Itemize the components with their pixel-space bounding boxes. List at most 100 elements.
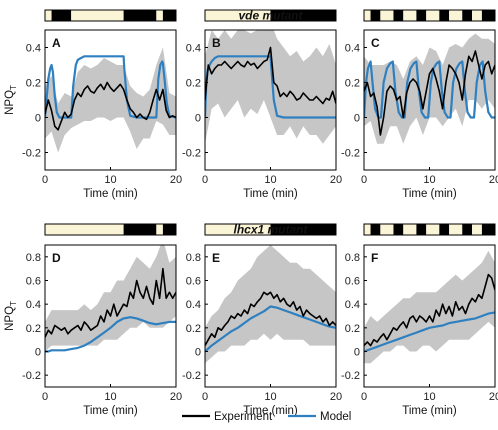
dark-period-C-7 bbox=[439, 10, 450, 21]
y-tick-label-E-4: 0.6 bbox=[186, 276, 201, 288]
y-tick-label-D-3: 0.4 bbox=[26, 299, 41, 311]
x-tick-label-D-2: 20 bbox=[170, 391, 182, 403]
experiment-line-C bbox=[364, 50, 495, 136]
y-tick-label-D-0: -0.2 bbox=[22, 370, 41, 382]
panel-label-C: C bbox=[371, 36, 380, 50]
light-period-F-10 bbox=[472, 224, 482, 235]
panel-label-D: D bbox=[52, 251, 61, 265]
y-tick-label-F-4: 0.6 bbox=[345, 276, 360, 288]
x-tick-label-C-1: 10 bbox=[423, 174, 435, 186]
y-tick-label-A-3: 0.4 bbox=[26, 43, 41, 55]
model-line-D bbox=[45, 316, 176, 353]
dark-period-C-11 bbox=[481, 10, 495, 21]
y-tick-label-C-2: 0.2 bbox=[345, 78, 360, 90]
x-tick-label-B-2: 20 bbox=[330, 174, 342, 186]
dark-period-C-5 bbox=[416, 10, 427, 21]
x-axis-label-A: Time (min) bbox=[83, 188, 138, 200]
experiment-line-E bbox=[205, 291, 336, 346]
panel-label-F: F bbox=[371, 251, 378, 265]
y-axis-label-D: NPQT bbox=[4, 301, 18, 331]
x-tick-label-F-1: 10 bbox=[423, 391, 435, 403]
light-period-A-0 bbox=[45, 10, 52, 21]
y-tick-label-E-1: 0 bbox=[195, 347, 201, 359]
light-period-F-2 bbox=[380, 224, 394, 235]
x-tick-label-D-0: 0 bbox=[42, 391, 48, 403]
light-period-F-6 bbox=[426, 224, 440, 235]
y-tick-label-B-0: -0.2 bbox=[182, 148, 201, 160]
light-period-A-2 bbox=[71, 10, 124, 21]
light-period-C-0 bbox=[364, 10, 371, 21]
y-tick-label-C-3: 0.4 bbox=[345, 43, 360, 55]
experiment-line-D bbox=[45, 267, 176, 338]
dark-period-F-7 bbox=[439, 224, 450, 235]
light-period-F-4 bbox=[403, 224, 417, 235]
row-title-B: vde mutant bbox=[238, 9, 303, 23]
light-regime-bar-E bbox=[204, 223, 337, 236]
y-tick-label-F-2: 0.2 bbox=[345, 323, 360, 335]
y-axis-label-A: NPQT bbox=[4, 85, 18, 115]
model-line-F bbox=[364, 311, 495, 353]
y-tick-label-B-1: 0 bbox=[195, 113, 201, 125]
dark-period-D-3 bbox=[162, 224, 176, 235]
model-line-C bbox=[364, 60, 495, 119]
light-regime-bar-D bbox=[44, 223, 177, 236]
light-period-C-8 bbox=[449, 10, 463, 21]
spread-band-E bbox=[205, 245, 336, 364]
y-tick-label-C-0: -0.2 bbox=[341, 148, 360, 160]
x-tick-label-E-2: 20 bbox=[330, 391, 342, 403]
light-regime-bar-F bbox=[363, 223, 496, 236]
y-tick-label-E-3: 0.4 bbox=[186, 299, 201, 311]
legend-experiment-label: Experiment bbox=[214, 411, 273, 423]
y-tick-label-A-0: -0.2 bbox=[22, 148, 41, 160]
dark-period-A-5 bbox=[162, 10, 176, 21]
y-tick-label-F-3: 0.4 bbox=[345, 299, 360, 311]
y-tick-label-F-0: -0.2 bbox=[341, 370, 360, 382]
dark-period-F-9 bbox=[462, 224, 473, 235]
light-period-D-0 bbox=[45, 224, 124, 235]
model-line-E bbox=[205, 305, 336, 353]
dark-period-A-3 bbox=[123, 10, 157, 21]
x-tick-label-C-2: 20 bbox=[489, 174, 498, 186]
x-tick-label-F-2: 20 bbox=[489, 391, 498, 403]
x-tick-label-B-0: 0 bbox=[202, 174, 208, 186]
light-period-E-0 bbox=[205, 224, 271, 235]
model-line-A bbox=[45, 55, 176, 119]
light-period-C-2 bbox=[380, 10, 394, 21]
x-axis-label-B: Time (min) bbox=[243, 188, 298, 200]
experiment-line-B bbox=[205, 46, 336, 105]
light-period-B-0 bbox=[205, 10, 271, 21]
y-tick-label-D-5: 0.8 bbox=[26, 252, 41, 264]
spread-band-B bbox=[205, 30, 336, 144]
y-tick-label-F-1: 0 bbox=[354, 347, 360, 359]
light-period-D-2 bbox=[156, 224, 163, 235]
x-tick-label-B-1: 10 bbox=[264, 174, 276, 186]
x-tick-label-C-0: 0 bbox=[361, 174, 367, 186]
spread-band-F bbox=[364, 250, 495, 364]
dark-period-E-1 bbox=[270, 224, 336, 235]
x-axis-label-D: Time (min) bbox=[83, 405, 138, 417]
x-tick-label-D-1: 10 bbox=[104, 391, 116, 403]
y-tick-label-B-3: 0.4 bbox=[186, 43, 201, 55]
dark-period-F-1 bbox=[370, 224, 381, 235]
dark-period-B-1 bbox=[270, 10, 336, 21]
y-tick-label-E-5: 0.8 bbox=[186, 252, 201, 264]
light-period-F-8 bbox=[449, 224, 463, 235]
dark-period-F-3 bbox=[393, 224, 404, 235]
dark-period-C-1 bbox=[370, 10, 381, 21]
experiment-line-A bbox=[45, 81, 176, 131]
dark-period-D-1 bbox=[123, 224, 157, 235]
light-regime-bar-A bbox=[44, 9, 177, 22]
y-tick-label-A-1: 0 bbox=[35, 113, 41, 125]
x-tick-label-F-0: 0 bbox=[361, 391, 367, 403]
x-tick-label-A-1: 10 bbox=[104, 174, 116, 186]
legend-model-label: Model bbox=[320, 411, 351, 423]
y-tick-label-A-2: 0.2 bbox=[26, 78, 41, 90]
panel-label-B: B bbox=[212, 36, 221, 50]
y-tick-label-D-4: 0.6 bbox=[26, 276, 41, 288]
model-line-B bbox=[205, 55, 336, 119]
row-title-E: lhcx1 mutant bbox=[233, 223, 308, 237]
y-tick-label-B-2: 0.2 bbox=[186, 78, 201, 90]
x-tick-label-E-1: 10 bbox=[264, 391, 276, 403]
y-tick-label-D-2: 0.2 bbox=[26, 323, 41, 335]
dark-period-F-5 bbox=[416, 224, 427, 235]
